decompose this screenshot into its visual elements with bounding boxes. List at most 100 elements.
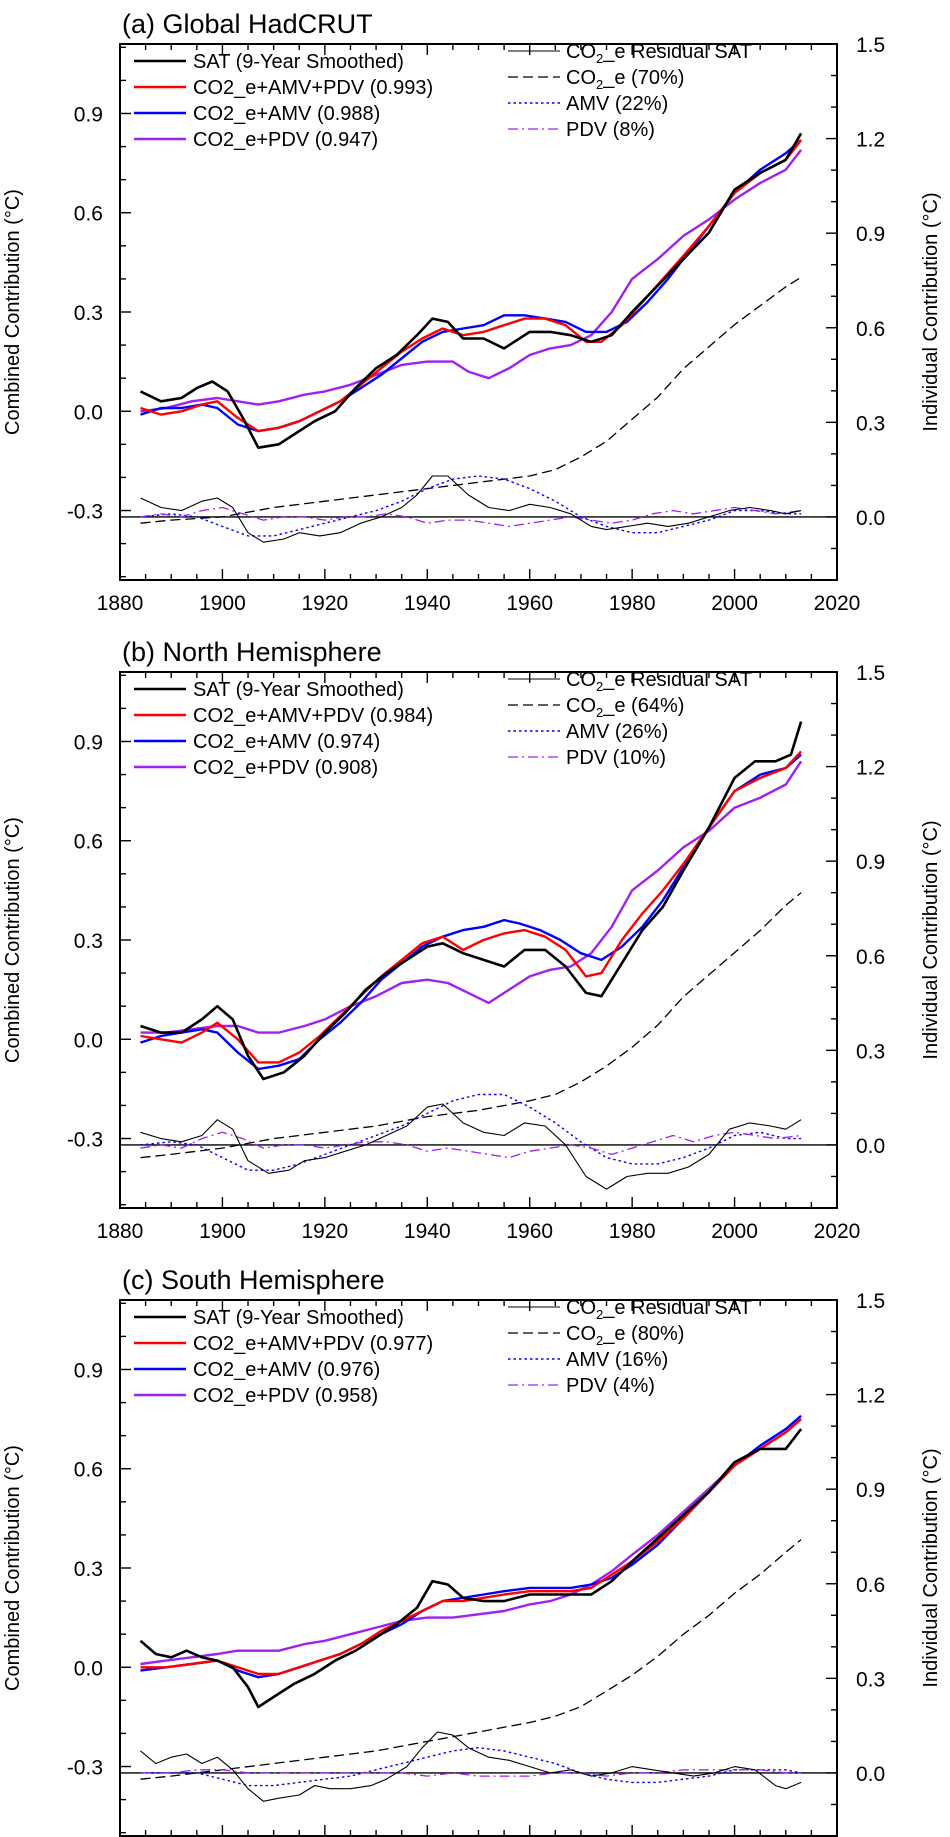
x-tick-label: 1880: [97, 592, 144, 615]
y-tick-label-right: 1.5: [856, 662, 885, 685]
y-tick-label-left: 0.3: [74, 1558, 103, 1581]
x-tick-label: 2020: [814, 592, 861, 615]
legend-label: CO2_e+PDV (0.947): [193, 129, 378, 151]
x-tick-label: 2020: [814, 1220, 861, 1243]
y-tick-label-right: 0.9: [856, 1479, 885, 1502]
y-axis-label-left: Combined Contribution (°C): [2, 1445, 24, 1691]
chart-title: (b) North Hemisphere: [122, 637, 382, 667]
y-tick-label-left: 0.3: [74, 930, 103, 953]
x-tick-label: 1960: [506, 592, 553, 615]
y-tick-label-right: 1.5: [856, 34, 885, 57]
x-tick-label: 1880: [97, 1220, 144, 1243]
y-tick-label-right: 0.3: [856, 1040, 885, 1063]
chart-panel-1: (a) Global HadCRUT 1880 1900 1920 1940 1960 19…: [2, 9, 942, 615]
x-tick-label: 1940: [404, 592, 451, 615]
series-line-co2-e-pdv: [140, 1418, 802, 1666]
y-tick-label-left: 0.3: [74, 302, 103, 325]
y-tick-label-right: 0.6: [856, 1574, 885, 1597]
y-tick-label-left: 0.6: [74, 831, 103, 854]
x-tick-label: 1900: [199, 1220, 246, 1243]
legend-label: SAT (9-Year Smoothed): [193, 679, 404, 701]
y-axis-label-right: Individual Contribution (°C): [920, 1448, 942, 1687]
legend-label: CO2_e+PDV (0.958): [193, 1385, 378, 1407]
series-line-pdv: [140, 1769, 802, 1777]
legend-label: CO2_e (80%): [566, 1323, 684, 1348]
y-tick-label-left: 0.0: [74, 401, 103, 424]
chart-panel-2: (b) North Hemisphere 1880 1900 1920 1940 1960…: [2, 637, 942, 1243]
y-axis-label-left: Combined Contribution (°C): [2, 817, 24, 1063]
y-tick-label-left: -0.3: [67, 1757, 103, 1780]
series-line-co2-e-amv: [140, 1414, 802, 1679]
y-tick-label-right: 1.2: [856, 129, 885, 152]
legend-label: CO2_e Residual SAT: [566, 41, 752, 66]
y-tick-label-right: 0.9: [856, 851, 885, 874]
series-line-co2-e-amv-pdv: [140, 139, 803, 433]
x-tick-label: 1920: [301, 1220, 348, 1243]
y-tick-label-left: 0.6: [74, 203, 103, 226]
legend-label: CO2_e+AMV (0.974): [193, 731, 380, 753]
series-line-co2-e-amv-pdv: [140, 750, 802, 1064]
y-tick-label-left: 0.9: [74, 103, 103, 126]
series-line-co2-e: [140, 892, 802, 1159]
legend-label: AMV (16%): [566, 1349, 668, 1371]
x-tick-label: 1960: [506, 1220, 553, 1243]
y-axis-label-right: Individual Contribution (°C): [920, 820, 942, 1059]
legend-label: PDV (4%): [566, 1375, 655, 1397]
series-line-co2-e-amv: [140, 139, 802, 433]
x-tick-label: 1900: [199, 592, 246, 615]
series-line-co2-e: [140, 276, 802, 524]
legend-label: CO2_e Residual SAT: [566, 669, 752, 694]
y-tick-label-left: 0.0: [74, 1029, 103, 1052]
legend-label: CO2_e+AMV (0.988): [193, 103, 380, 125]
series-line-amv: [140, 1746, 802, 1787]
series-line-sat: [139, 132, 803, 450]
legend-label: CO2_e Residual SAT: [566, 1297, 752, 1322]
y-tick-label-left: 0.6: [74, 1459, 103, 1482]
y-tick-label-right: 0.3: [856, 1668, 885, 1691]
legend-label: SAT (9-Year Smoothed): [193, 1307, 404, 1329]
series-line-co2-e-amv: [140, 753, 802, 1071]
y-tick-label-right: 0.6: [856, 318, 885, 341]
y-axis-label-right: Individual Contribution (°C): [920, 192, 942, 431]
series-line-sat: [139, 1428, 803, 1709]
legend-label: CO2_e (70%): [566, 67, 684, 92]
series-line-pdv: [140, 506, 802, 528]
series-line-co2-e-pdv: [140, 760, 803, 1034]
y-tick-label-right: 0.9: [856, 223, 885, 246]
legend-label: PDV (8%): [566, 119, 655, 141]
series-line-co2-e: [140, 1539, 802, 1780]
legend-label: CO2_e+AMV+PDV (0.984): [193, 705, 433, 727]
series-line-co2-e-pdv: [140, 149, 803, 413]
y-axis-label-left: Combined Contribution (°C): [2, 189, 24, 435]
legend-label: CO2_e (64%): [566, 695, 684, 720]
y-tick-label-left: 0.9: [74, 1359, 103, 1382]
y-tick-label-right: 0.6: [856, 946, 885, 969]
series-line-residual: [140, 1731, 802, 1802]
series-line-pdv: [140, 1131, 802, 1159]
legend-label: SAT (9-Year Smoothed): [193, 51, 404, 73]
legend-label: AMV (22%): [566, 93, 668, 115]
y-tick-label-right: 0.0: [856, 507, 885, 530]
series-line-amv: [140, 1093, 802, 1171]
x-tick-label: 1980: [609, 592, 656, 615]
x-tick-label: 1980: [609, 1220, 656, 1243]
y-tick-label-left: 0.9: [74, 731, 103, 754]
x-tick-label: 1940: [404, 1220, 451, 1243]
series-line-residual: [140, 475, 802, 543]
chart-panel-3: (c) South Hemisphere18801900192019401960…: [2, 1265, 942, 1837]
y-tick-label-right: 1.2: [856, 1385, 885, 1408]
series-line-co2-e-amv-pdv: [140, 1418, 802, 1676]
x-tick-label: 2000: [711, 1220, 758, 1243]
legend-label: CO2_e+AMV (0.976): [193, 1359, 380, 1381]
chart-title: (c) South Hemisphere: [122, 1265, 385, 1295]
y-tick-label-right: 0.0: [856, 1763, 885, 1786]
series-line-amv: [140, 475, 802, 537]
x-tick-label: 2000: [711, 592, 758, 615]
series-line-residual: [140, 1103, 802, 1190]
legend-label: PDV (10%): [566, 747, 666, 769]
y-tick-label-right: 1.2: [856, 757, 885, 780]
x-tick-label: 1920: [301, 592, 348, 615]
y-tick-label-right: 1.5: [856, 1290, 885, 1313]
y-tick-label-right: 0.0: [856, 1135, 885, 1158]
